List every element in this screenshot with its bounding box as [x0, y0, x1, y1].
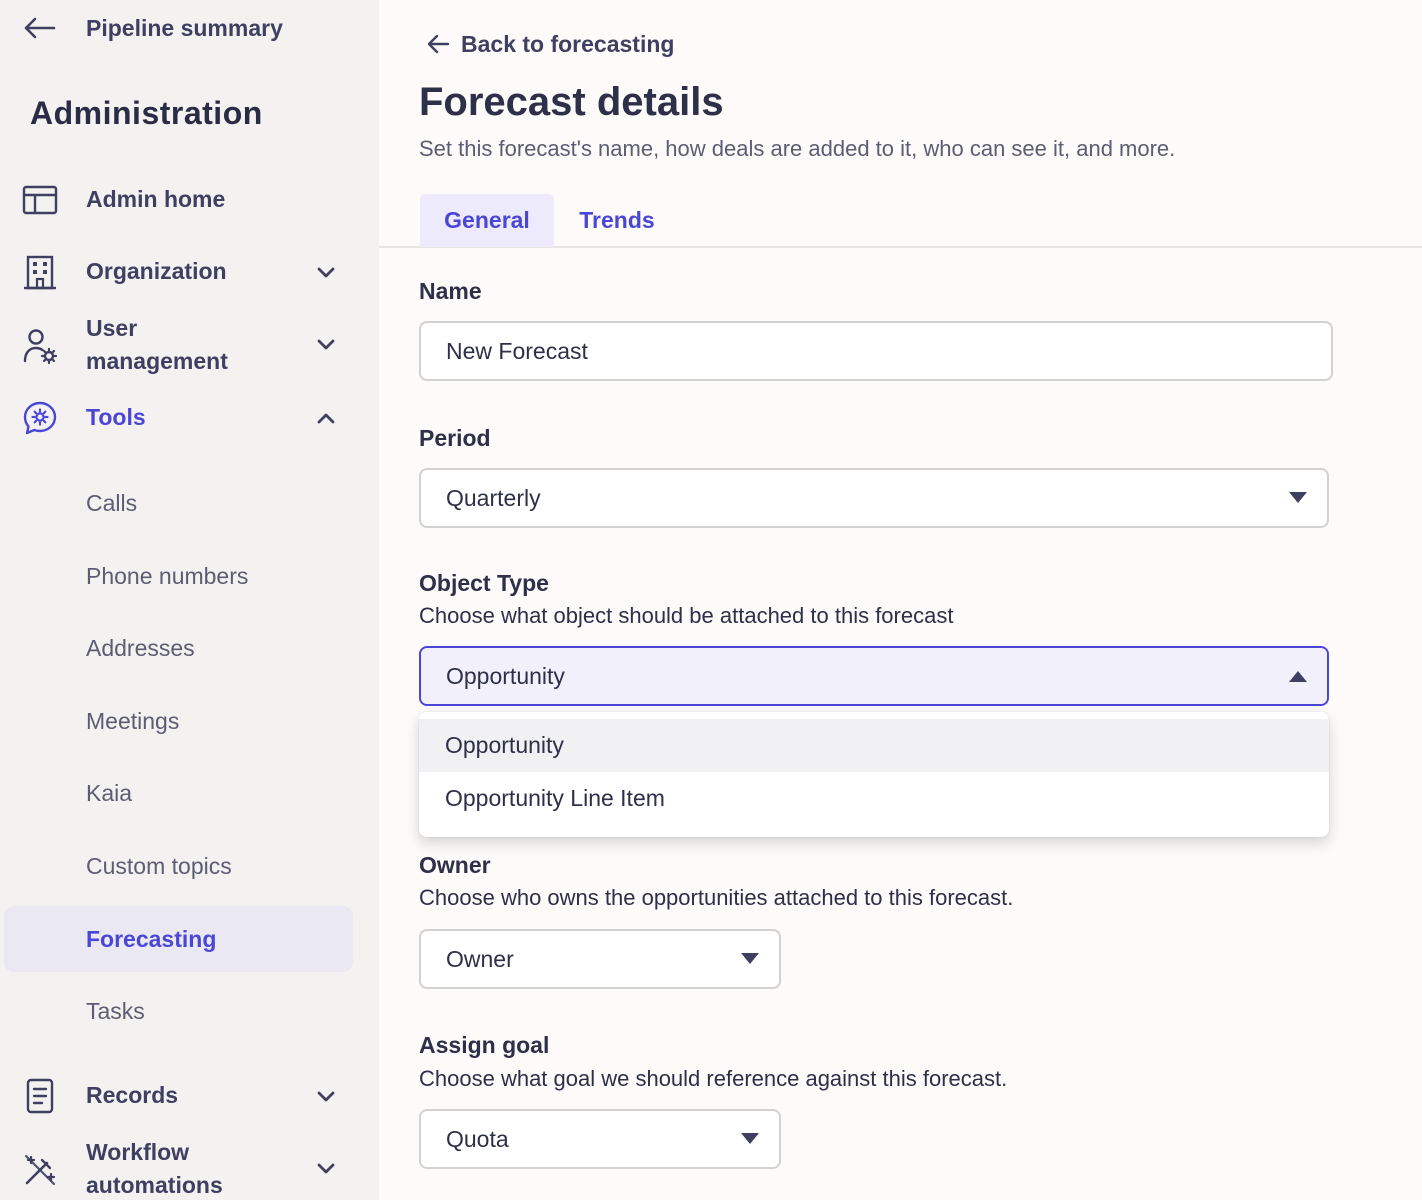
sidebar-item-custom-topics[interactable]: Custom topics: [4, 833, 353, 899]
sidebar-item-label: Forecasting: [86, 926, 217, 952]
tab-trends[interactable]: Trends: [579, 207, 655, 233]
name-input[interactable]: New Forecast: [419, 321, 1333, 381]
nav-workflow-label-line2: automations: [86, 1172, 223, 1198]
sidebar-item-label: Calls: [86, 490, 138, 516]
tab-bar: General Trends: [379, 194, 1422, 248]
nav-tools[interactable]: Tools: [0, 400, 370, 436]
chevron-down-icon: [317, 1163, 335, 1174]
caret-down-icon: [741, 1133, 759, 1144]
sidebar-item-tasks[interactable]: Tasks: [4, 978, 353, 1044]
back-to-forecasting-link[interactable]: Back to forecasting: [425, 28, 674, 60]
nav-organization[interactable]: Organization: [0, 254, 370, 290]
chevron-up-icon: [317, 413, 335, 424]
sidebar-item-calls[interactable]: Calls: [4, 470, 353, 536]
owner-select-value: Owner: [446, 946, 514, 972]
sidebar-item-label: Meetings: [86, 708, 180, 734]
caret-down-icon: [1289, 492, 1307, 503]
nav-user-management-label-line2: management: [86, 348, 228, 374]
sidebar-item-label: Custom topics: [86, 853, 232, 879]
sidebar-item-meetings[interactable]: Meetings: [4, 688, 353, 754]
pipeline-summary-label: Pipeline summary: [86, 14, 283, 41]
owner-label: Owner: [419, 852, 491, 878]
object-type-select-value: Opportunity: [446, 663, 565, 689]
chevron-down-icon: [317, 339, 335, 350]
nav-user-management-label: User: [86, 315, 138, 341]
caret-up-icon: [1289, 671, 1307, 682]
sidebar-item-label: Tasks: [86, 998, 145, 1024]
sidebar-item-label: Kaia: [86, 780, 133, 806]
back-to-forecasting-label: Back to forecasting: [461, 30, 675, 57]
tools-gear-icon: [23, 401, 57, 435]
object-type-dropdown-menu: Opportunity Opportunity Line Item: [419, 712, 1329, 837]
nav-admin-home-label: Admin home: [86, 186, 226, 212]
object-type-option-opportunity-line-item[interactable]: Opportunity Line Item: [445, 785, 665, 811]
admin-sidebar: Pipeline summary Administration Admin ho…: [0, 0, 379, 1200]
owner-help: Choose who owns the opportunities attach…: [419, 885, 1014, 910]
object-type-label: Object Type: [419, 570, 549, 596]
sidebar-item-label: Phone numbers: [86, 563, 249, 589]
period-select-value: Quarterly: [446, 485, 541, 511]
object-type-help: Choose what object should be attached to…: [419, 603, 954, 628]
object-type-option-opportunity[interactable]: Opportunity: [419, 719, 1329, 772]
sidebar-item-label: Addresses: [86, 635, 195, 661]
period-select[interactable]: Quarterly: [419, 468, 1329, 528]
sidebar-item-kaia[interactable]: Kaia: [4, 760, 353, 826]
sidebar-title: Administration: [30, 95, 263, 131]
nav-tools-label: Tools: [86, 404, 146, 430]
name-label: Name: [419, 278, 482, 304]
nav-organization-label: Organization: [86, 258, 227, 284]
assign-goal-select[interactable]: Quota: [419, 1109, 781, 1169]
nav-user-management[interactable]: User management: [0, 312, 370, 378]
layout-icon: [22, 185, 58, 215]
object-type-select[interactable]: Opportunity: [419, 646, 1329, 706]
assign-goal-select-value: Quota: [446, 1126, 509, 1152]
chevron-down-icon: [317, 267, 335, 278]
nav-records-label: Records: [86, 1082, 179, 1108]
assign-goal-label: Assign goal: [419, 1032, 550, 1058]
caret-down-icon: [741, 953, 759, 964]
nav-admin-home[interactable]: Admin home: [0, 182, 370, 218]
user-gear-icon: [23, 329, 58, 364]
page-subtitle: Set this forecast's name, how deals are …: [419, 136, 1176, 161]
sidebar-item-forecasting[interactable]: Forecasting: [4, 906, 353, 972]
nav-records[interactable]: Records: [0, 1078, 370, 1114]
tab-general[interactable]: General: [420, 194, 554, 247]
records-icon: [26, 1078, 54, 1114]
sidebar-item-phone-numbers[interactable]: Phone numbers: [4, 543, 353, 609]
building-icon: [24, 255, 56, 290]
sidebar-item-addresses[interactable]: Addresses: [4, 615, 353, 681]
forecast-details-panel: Back to forecasting Forecast details Set…: [379, 0, 1422, 1200]
period-label: Period: [419, 425, 491, 451]
nav-workflow-automations[interactable]: Workflow automations: [0, 1136, 370, 1200]
arrow-left-icon: [24, 17, 56, 39]
page-title: Forecast details: [419, 80, 724, 124]
arrow-left-icon: [427, 34, 450, 54]
owner-select[interactable]: Owner: [419, 929, 781, 989]
nav-workflow-label: Workflow: [86, 1139, 190, 1165]
wand-icon: [24, 1154, 56, 1186]
assign-goal-help: Choose what goal we should reference aga…: [419, 1066, 1008, 1091]
chevron-down-icon: [317, 1091, 335, 1102]
pipeline-summary-back-link[interactable]: Pipeline summary: [22, 10, 283, 46]
